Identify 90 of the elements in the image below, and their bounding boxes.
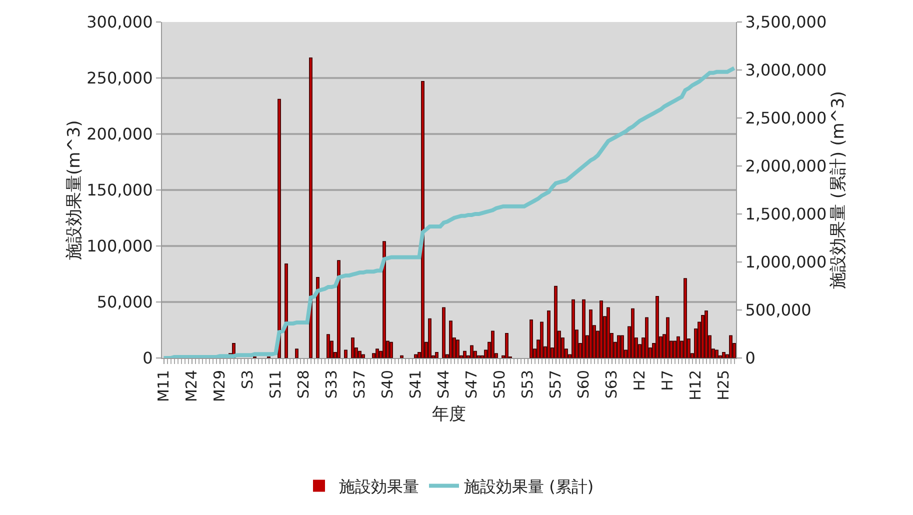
- bar: [358, 350, 362, 358]
- y2-tick-label: 1,500,000: [745, 204, 827, 224]
- x-axis-title: 年度: [432, 404, 466, 424]
- bar: [414, 354, 418, 358]
- bar: [382, 241, 386, 358]
- bar: [582, 299, 586, 358]
- x-tick-label: M29: [210, 370, 229, 402]
- bar: [362, 354, 365, 358]
- bar: [344, 350, 348, 358]
- x-tick-label: H12: [686, 370, 705, 400]
- x-tick-label: S37: [350, 370, 369, 399]
- bar: [530, 320, 533, 358]
- bar: [435, 352, 438, 358]
- x-tick-label: S60: [574, 370, 593, 399]
- x-tick-label: S33: [322, 370, 341, 399]
- legend-label: 施設効果量: [339, 477, 419, 496]
- bar: [676, 336, 680, 358]
- x-tick-label: S63: [602, 370, 621, 399]
- x-tick-label: S11: [266, 370, 285, 399]
- bar: [463, 350, 466, 358]
- y-tick-label: 300,000: [86, 12, 153, 32]
- x-tick-label: S53: [518, 370, 537, 399]
- x-tick-label: S41: [406, 370, 425, 399]
- y-tick-label: 150,000: [86, 180, 153, 200]
- bar: [456, 340, 460, 358]
- bar: [600, 300, 603, 358]
- bar: [278, 98, 281, 358]
- bar: [337, 260, 340, 358]
- bar: [316, 276, 320, 358]
- x-tick-label: S40: [378, 370, 397, 399]
- y2-tick-label: 3,500,000: [745, 12, 827, 32]
- bar: [631, 308, 634, 358]
- x-tick-label: H2: [630, 370, 649, 391]
- bar: [620, 335, 624, 358]
- bar: [376, 348, 379, 358]
- bar: [505, 332, 508, 358]
- bar: [554, 286, 558, 358]
- y2-tick-label: 1,000,000: [745, 252, 827, 272]
- bar: [428, 318, 432, 358]
- x-tick-label: M11: [154, 370, 173, 402]
- bar: [547, 310, 550, 358]
- y-tick-label: 200,000: [86, 124, 153, 144]
- bar: [572, 299, 575, 358]
- y2-tick-label: 0: [745, 348, 756, 368]
- y-tick-label: 250,000: [86, 68, 153, 88]
- bar: [606, 307, 610, 358]
- x-tick-label: M24: [182, 370, 201, 402]
- legend-label: 施設効果量 (累計): [464, 477, 594, 496]
- x-tick-label: S50: [490, 370, 509, 399]
- bar: [295, 348, 298, 358]
- x-tick-label: H7: [658, 370, 677, 391]
- bar: [617, 335, 620, 358]
- bar: [400, 355, 404, 358]
- x-tick-label: H25: [714, 370, 733, 400]
- x-tick-label: S28: [294, 370, 313, 399]
- bar: [449, 320, 452, 358]
- bar: [326, 334, 330, 358]
- bar: [666, 317, 670, 358]
- y2-tick-label: 2,500,000: [745, 108, 827, 128]
- y2-tick-label: 3,000,000: [745, 60, 827, 80]
- bar: [684, 278, 687, 358]
- bar: [540, 322, 544, 358]
- bar: [284, 264, 288, 358]
- y-tick-label: 100,000: [86, 236, 153, 256]
- bar: [309, 57, 312, 358]
- bar: [442, 307, 446, 358]
- bar: [390, 342, 393, 358]
- bar: [673, 340, 676, 358]
- y2-tick-label: 500,000: [745, 300, 812, 320]
- bar: [477, 355, 480, 358]
- x-tick-label: S57: [546, 370, 565, 399]
- bar: [421, 80, 424, 358]
- y-tick-label: 50,000: [96, 292, 153, 312]
- bar: [470, 345, 474, 358]
- y-tick-label: 0: [142, 348, 153, 368]
- x-tick-label: S47: [462, 370, 481, 399]
- y2-axis-title: 施設効果量 (累計) (m^3): [828, 91, 849, 289]
- bar: [351, 337, 354, 358]
- bar: [491, 330, 494, 358]
- bar: [589, 309, 592, 358]
- x-tick-label: S44: [434, 370, 453, 399]
- y2-tick-label: 2,000,000: [745, 156, 827, 176]
- bar: [729, 335, 732, 358]
- x-tick-label: S3: [238, 370, 257, 390]
- y-axis-title: 施設効果量(m^3): [64, 120, 85, 260]
- bar: [656, 296, 659, 358]
- bar: [722, 352, 726, 358]
- bar: [704, 310, 708, 358]
- bar: [645, 317, 648, 358]
- bar: [715, 350, 718, 358]
